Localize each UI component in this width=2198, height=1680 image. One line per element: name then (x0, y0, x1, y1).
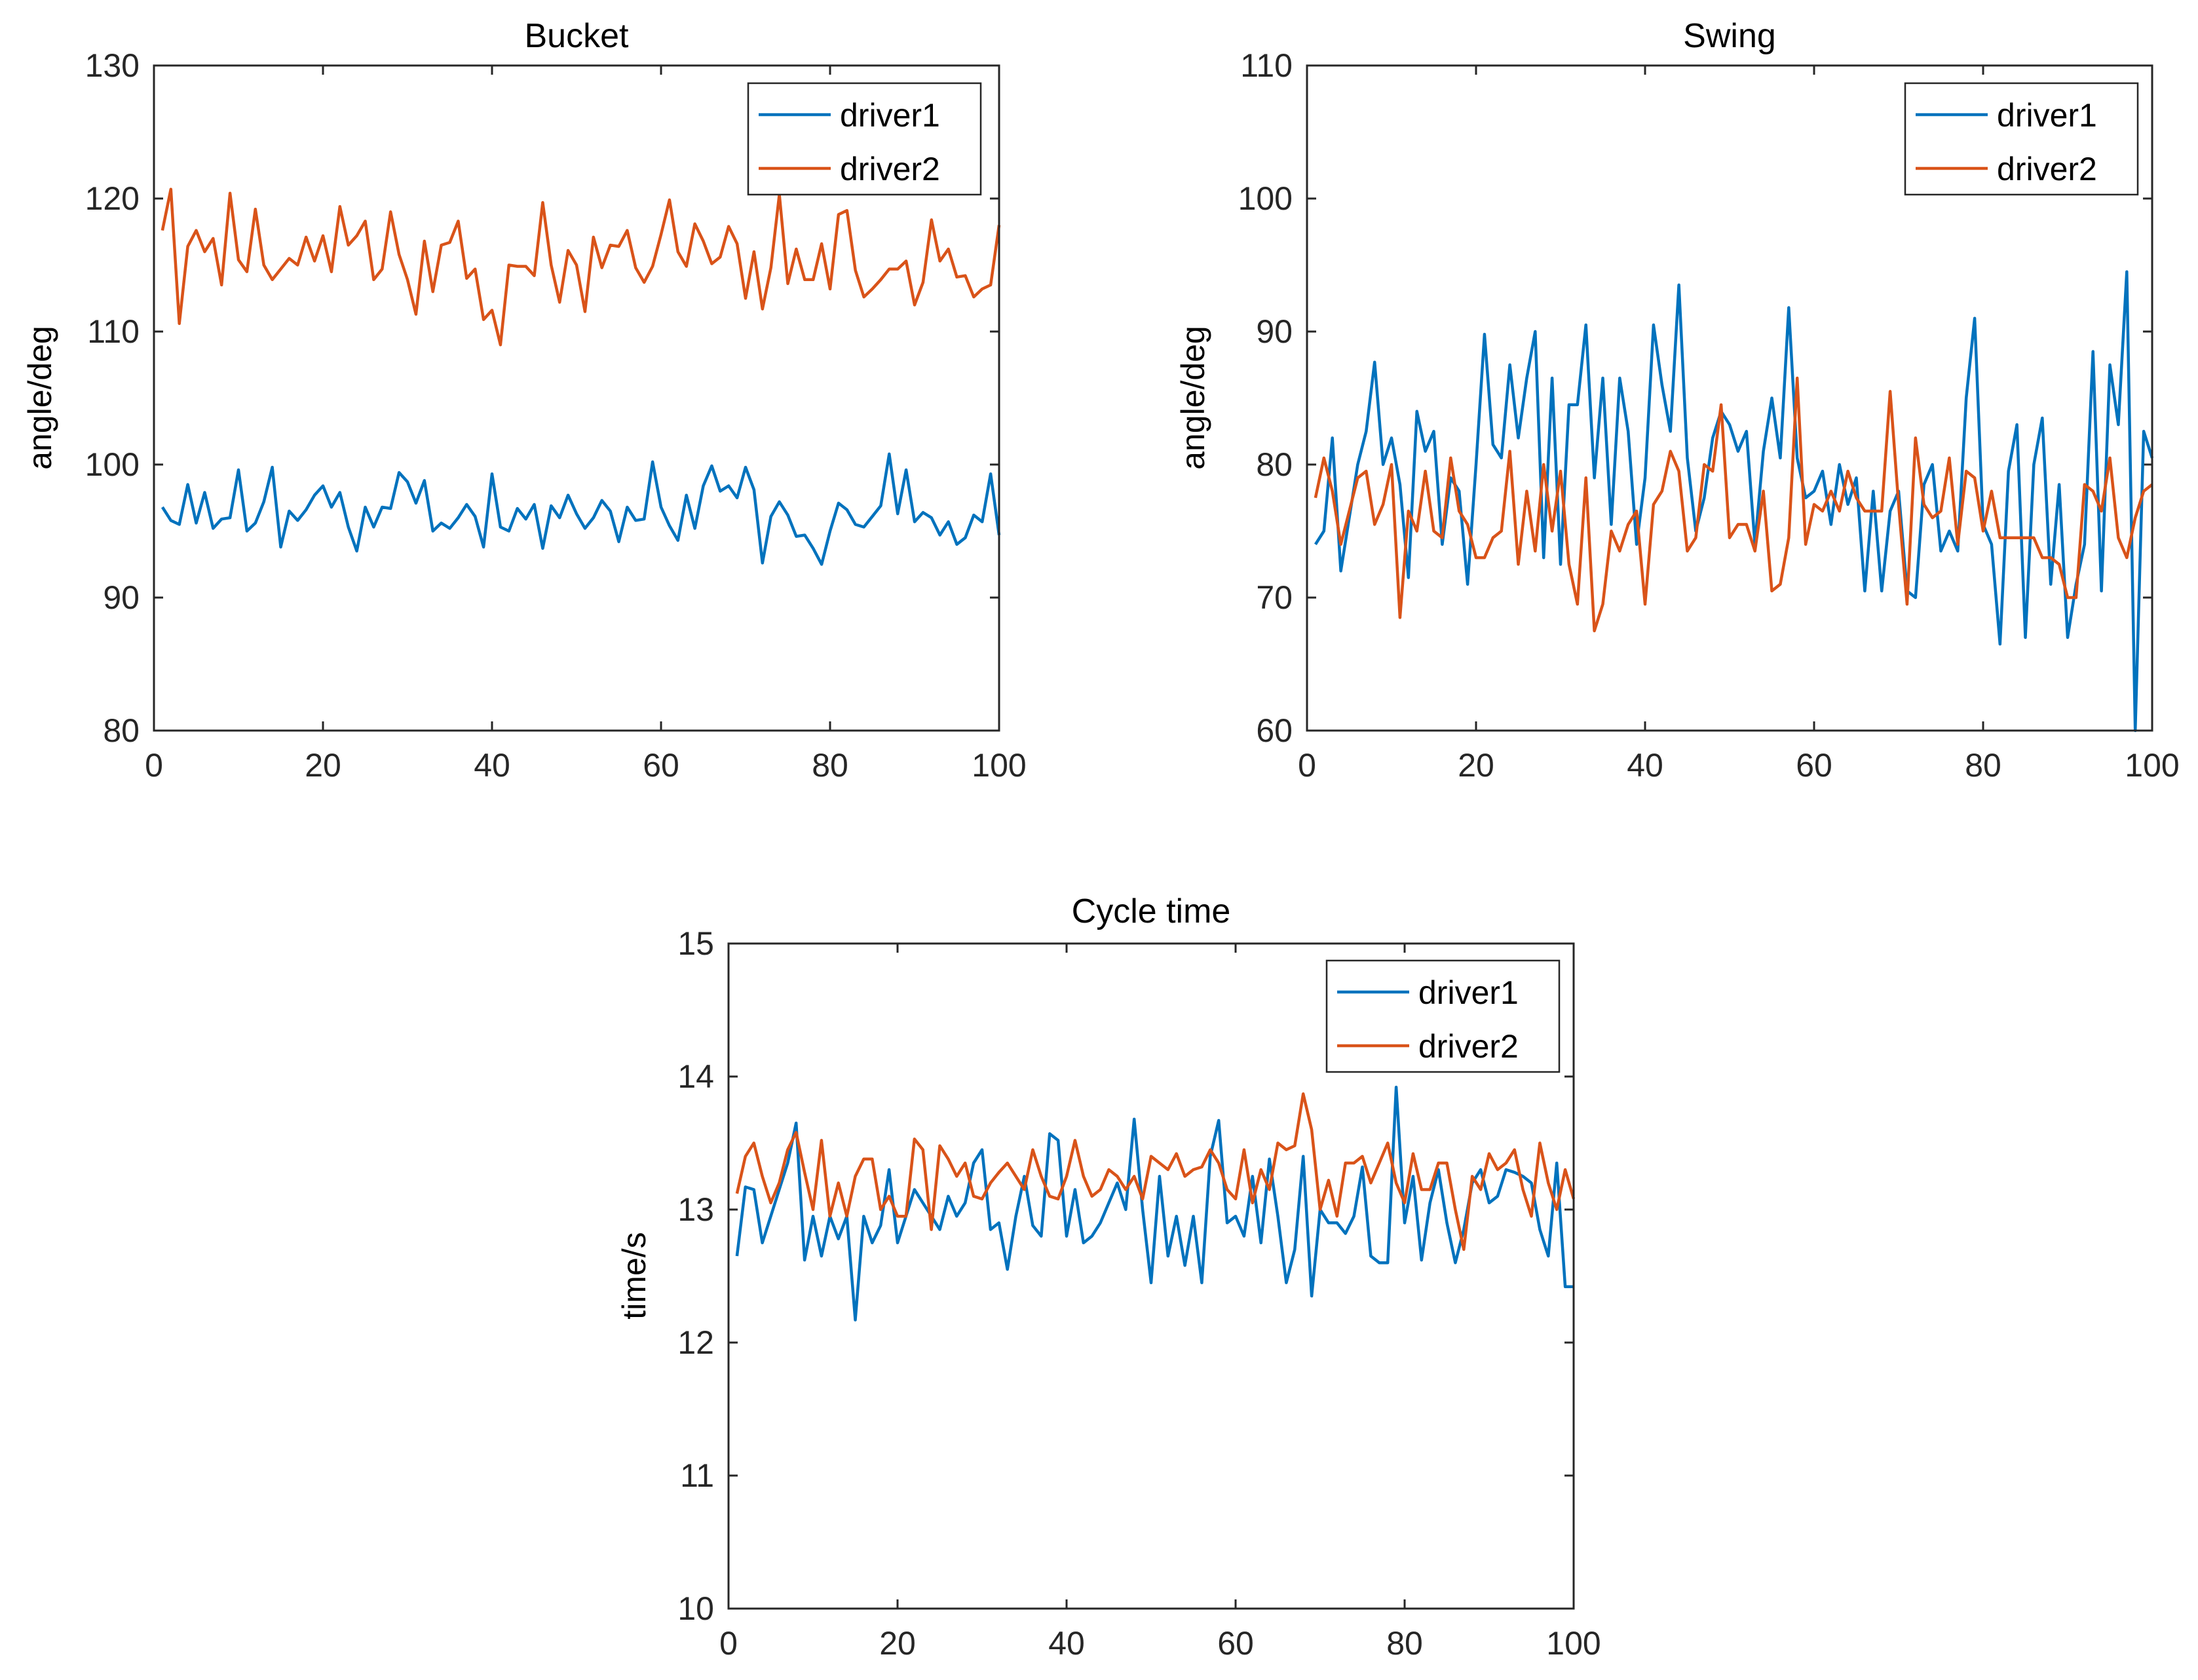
bucket-legend-label-driver2: driver2 (840, 151, 940, 187)
swing-ytick-label: 70 (1256, 579, 1293, 616)
bucket-series (161, 187, 1001, 566)
swing-title: Swing (1683, 17, 1776, 55)
cycle-time-xtick-label: 80 (1386, 1625, 1423, 1662)
cycle-time-series-driver1 (735, 1085, 1574, 1322)
swing-series-driver2 (1314, 376, 2153, 633)
bucket-xtick-label: 100 (972, 747, 1026, 784)
swing-legend-label-driver2: driver2 (1997, 151, 2097, 187)
bucket-plot: Bucket angle/deg 80 90 100 110 120 130 0 20 40 6… (22, 17, 1027, 784)
cycle-time-legend: driver1 driver2 (1325, 959, 1561, 1073)
cycle-time-ytick-label: 10 (677, 1590, 714, 1627)
bucket-ytick-label: 90 (103, 579, 140, 616)
cycle-time-xticks: 0 20 40 60 80 100 (719, 944, 1601, 1662)
bucket-xtick-label: 0 (145, 747, 163, 784)
bucket-series-driver1 (161, 452, 1001, 566)
swing-ytick-label: 80 (1256, 446, 1293, 483)
bucket-title: Bucket (525, 17, 630, 55)
swing-xtick-label: 80 (1965, 747, 2001, 784)
swing-plot: Swing angle/deg 60 70 80 90 100 110 0 20 40 60 80… (1175, 17, 2180, 784)
swing-xtick-label: 60 (1796, 747, 1832, 784)
bucket-legend-box (747, 82, 982, 196)
bucket-ytick-label: 110 (87, 313, 140, 350)
cycle-time-ytick-label: 12 (677, 1324, 714, 1361)
cycle-time-ytick-label: 11 (680, 1457, 714, 1494)
cycle-time-plot: Cycle time time/s 10 11 12 13 14 15 0 20 40 60 80… (616, 892, 1601, 1662)
swing-xticks: 0 20 40 60 80 100 (1298, 66, 2180, 784)
bucket-xticks: 0 20 40 60 80 100 (145, 66, 1027, 784)
swing-ytick-label: 110 (1240, 47, 1293, 84)
cycle-time-xtick-label: 0 (719, 1625, 738, 1662)
swing-legend-label-driver1: driver1 (1997, 97, 2097, 134)
swing-ytick-label: 90 (1256, 313, 1293, 350)
bucket-ytick-label: 80 (103, 712, 140, 749)
swing-yticks: 60 70 80 90 100 110 (1238, 47, 2152, 749)
cycle-time-ytick-label: 15 (677, 925, 714, 962)
bucket-xtick-label: 80 (812, 747, 848, 784)
cycle-time-legend-box (1325, 959, 1561, 1073)
cycle-time-ytick-label: 13 (677, 1191, 714, 1228)
swing-legend: driver1 driver2 (1904, 82, 2139, 196)
bucket-legend-label-driver1: driver1 (840, 97, 940, 134)
swing-ytick-label: 100 (1238, 180, 1293, 217)
bucket-ytick-label: 130 (85, 47, 140, 84)
cycle-time-axes-border (727, 942, 1575, 1610)
swing-ylabel: angle/deg (1175, 326, 1211, 470)
bucket-series-driver2 (161, 187, 1001, 347)
cycle-time-series-driver2 (735, 1092, 1576, 1251)
cycle-time-xtick-label: 60 (1217, 1625, 1254, 1662)
cycle-time-xtick-label: 100 (1546, 1625, 1601, 1662)
swing-xtick-label: 20 (1458, 747, 1494, 784)
cycle-time-series (735, 1085, 1576, 1322)
cycle-time-title: Cycle time (1072, 892, 1231, 930)
swing-axes-border (1306, 64, 2153, 732)
bucket-xtick-label: 60 (643, 747, 679, 784)
swing-ytick-label: 60 (1256, 712, 1293, 749)
cycle-time-ylabel: time/s (616, 1232, 653, 1319)
bucket-xtick-label: 40 (474, 747, 510, 784)
bucket-legend: driver1 driver2 (747, 82, 982, 196)
swing-series (1314, 270, 2154, 733)
cycle-time-xtick-label: 40 (1048, 1625, 1085, 1662)
bucket-ytick-label: 120 (85, 180, 140, 217)
bucket-ytick-label: 100 (85, 446, 140, 483)
bucket-axes-border (153, 64, 1000, 732)
swing-xtick-label: 100 (2125, 747, 2179, 784)
bucket-ylabel: angle/deg (22, 326, 58, 470)
cycle-time-legend-label-driver2: driver2 (1418, 1028, 1519, 1065)
cycle-time-ytick-label: 14 (677, 1058, 714, 1095)
cycle-time-legend-label-driver1: driver1 (1418, 974, 1519, 1011)
bucket-xtick-label: 20 (305, 747, 341, 784)
swing-xtick-label: 40 (1627, 747, 1663, 784)
cycle-time-xtick-label: 20 (879, 1625, 916, 1662)
swing-xtick-label: 0 (1298, 747, 1316, 784)
bucket-yticks: 80 90 100 110 120 130 (85, 47, 999, 749)
swing-legend-box (1904, 82, 2139, 196)
